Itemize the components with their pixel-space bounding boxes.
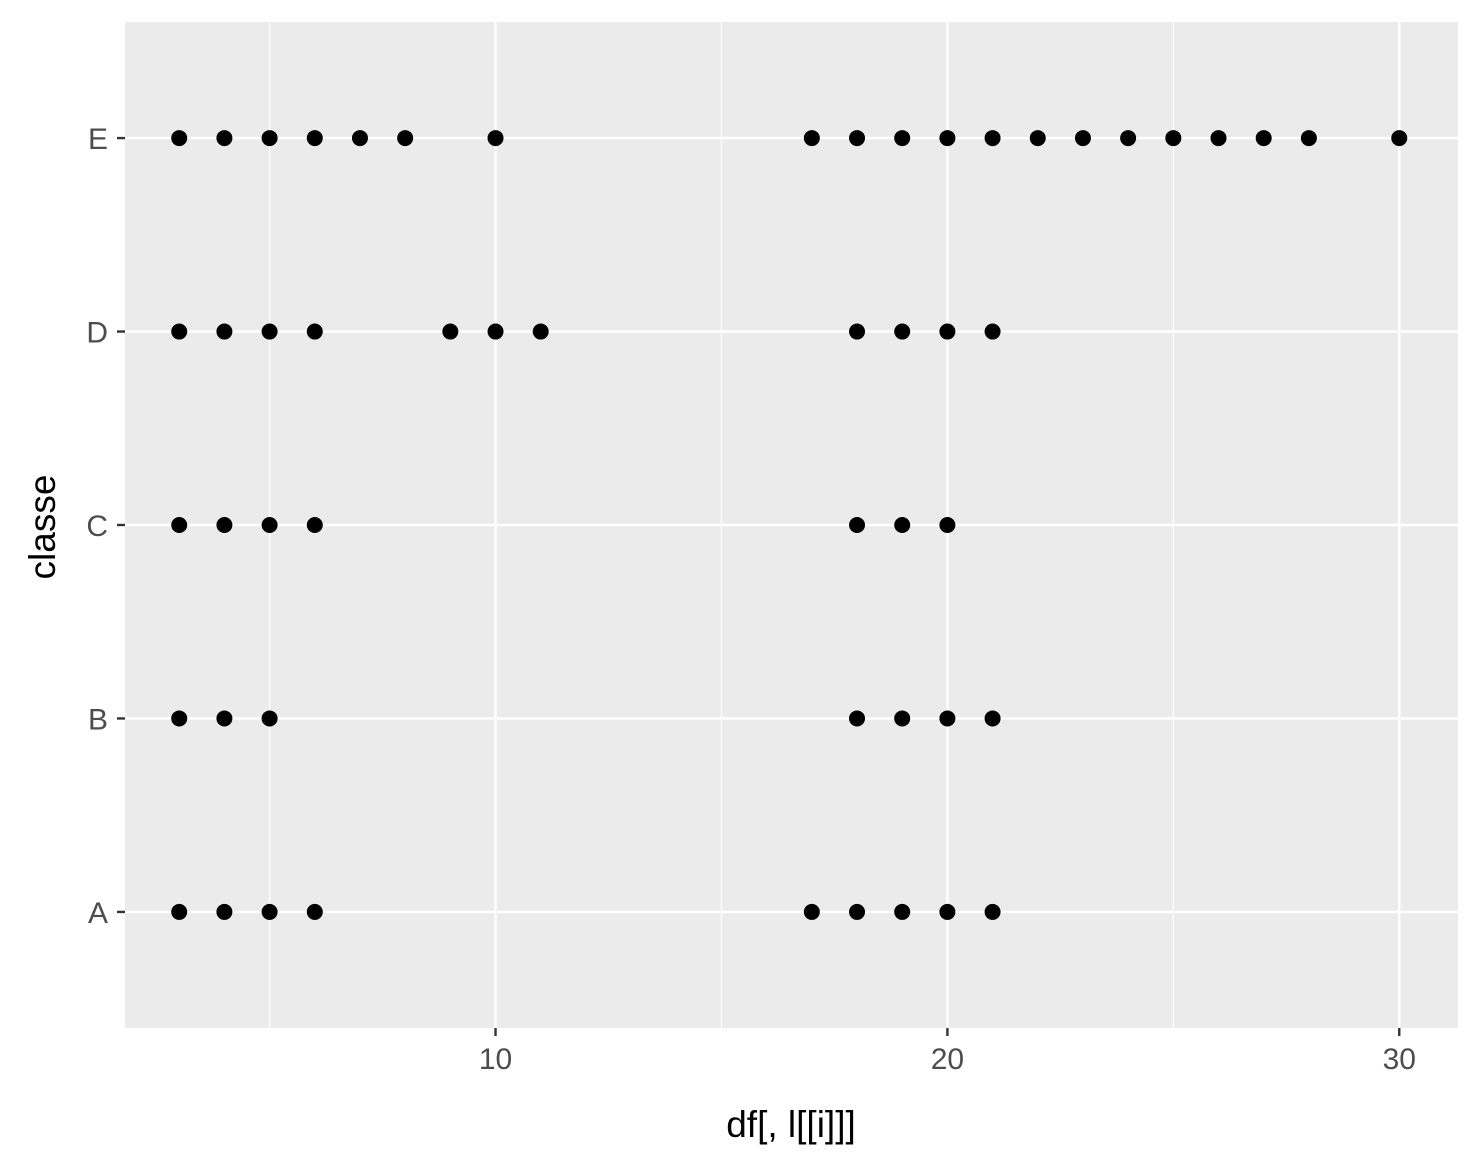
data-point [939, 130, 956, 147]
data-point [397, 130, 414, 147]
data-point [216, 517, 233, 533]
y-axis: A B C D E [86, 123, 125, 930]
data-point [894, 323, 911, 340]
data-point [216, 903, 233, 920]
x-axis: 10 20 30 [479, 1028, 1416, 1076]
data-point [261, 710, 278, 727]
data-point [803, 130, 820, 147]
data-point [261, 130, 278, 147]
data-point [306, 517, 323, 533]
data-point [261, 517, 278, 533]
major-gridlines [125, 22, 1458, 1028]
data-point [1391, 130, 1408, 147]
data-point [306, 323, 323, 340]
data-point [487, 130, 504, 147]
data-point [984, 903, 1001, 920]
data-point [984, 323, 1001, 340]
data-point [849, 710, 866, 727]
y-tick-label: B [88, 703, 108, 736]
data-point [939, 903, 956, 920]
data-point [532, 323, 549, 340]
data-point [894, 903, 911, 920]
x-tick-label: 10 [479, 1043, 512, 1076]
x-axis-title: df[, l[[i]]] [726, 1104, 856, 1145]
data-point [487, 323, 504, 340]
data-point [939, 710, 956, 727]
data-point [171, 903, 188, 920]
data-point [1074, 130, 1091, 147]
data-point [171, 517, 188, 533]
data-point [216, 710, 233, 727]
x-tick-label: 30 [1383, 1043, 1416, 1076]
data-point [849, 323, 866, 340]
data-point [442, 323, 459, 340]
data-point [849, 903, 866, 920]
data-point [803, 903, 820, 920]
y-tick-label: A [88, 897, 108, 930]
data-point [1300, 130, 1317, 147]
data-point [261, 903, 278, 920]
data-point [171, 130, 188, 147]
data-point [171, 323, 188, 340]
data-point [306, 130, 323, 147]
data-point [894, 710, 911, 727]
x-tick-label: 20 [931, 1043, 964, 1076]
data-point [1255, 130, 1272, 147]
data-point [984, 130, 1001, 147]
y-tick-label: C [86, 510, 108, 543]
data-point [306, 903, 323, 920]
data-point [939, 323, 956, 340]
data-point [1210, 130, 1227, 147]
data-point [216, 323, 233, 340]
data-point [1165, 130, 1182, 147]
data-point [216, 130, 233, 147]
data-point [894, 130, 911, 147]
data-point [351, 130, 368, 147]
y-axis-title: classe [22, 475, 63, 580]
data-point [1120, 130, 1137, 147]
y-tick-label: D [86, 317, 108, 350]
data-point [849, 130, 866, 147]
y-tick-label: E [88, 123, 108, 156]
data-point [1029, 130, 1046, 147]
data-point [894, 517, 911, 533]
data-point [939, 517, 956, 533]
data-point [849, 517, 866, 533]
data-point [171, 710, 188, 727]
data-points [171, 130, 1408, 920]
data-point [261, 323, 278, 340]
data-point [984, 710, 1001, 727]
